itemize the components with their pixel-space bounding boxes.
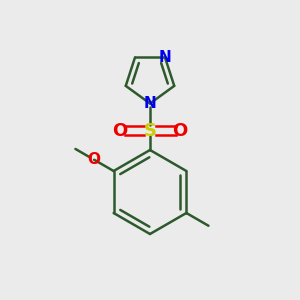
Text: N: N xyxy=(144,96,156,111)
Text: O: O xyxy=(88,152,100,167)
Text: O: O xyxy=(172,122,188,140)
Text: N: N xyxy=(159,50,171,65)
Text: O: O xyxy=(112,122,128,140)
Text: S: S xyxy=(143,122,157,140)
